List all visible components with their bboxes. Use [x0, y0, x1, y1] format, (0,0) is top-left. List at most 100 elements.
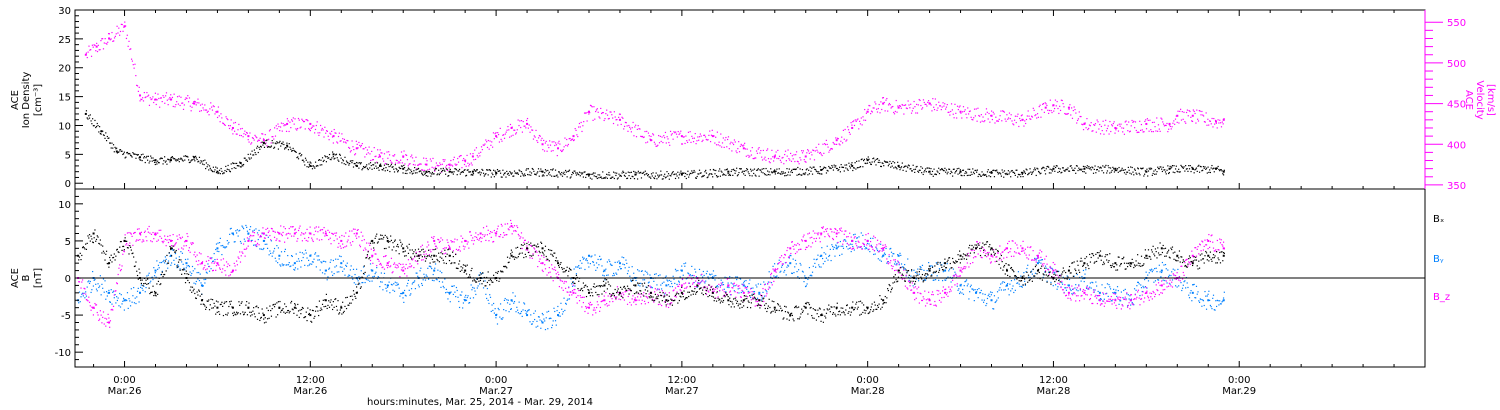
velocity-series-sample: [625, 122, 627, 124]
density-series-point: [239, 162, 242, 165]
density-series-sample: [1186, 168, 1188, 170]
velocity-series-sample: [657, 144, 659, 146]
velocity-series-sample: [561, 150, 564, 152]
by-series-sample: [87, 281, 89, 283]
density-series-sample: [902, 169, 904, 171]
by-series-sample: [1214, 309, 1216, 311]
velocity-series-sample: [826, 143, 828, 146]
bz-series-sample: [227, 263, 229, 265]
by-series-sample: [186, 265, 188, 267]
by-series-sample: [189, 271, 191, 273]
bz-series-sample: [264, 237, 266, 239]
density-series-sample: [312, 165, 314, 167]
velocity-series-sample: [873, 107, 875, 109]
velocity-series-point: [193, 102, 196, 105]
density-series-sample: [830, 167, 832, 170]
by-series-sample: [464, 296, 466, 298]
by-series-point: [495, 314, 498, 317]
by-series-sample: [643, 274, 645, 276]
velocity-series-sample: [444, 159, 446, 161]
velocity-series-sample: [190, 110, 192, 112]
velocity-series-sample: [463, 163, 466, 166]
by-series-sample: [534, 310, 537, 312]
by-series-sample: [543, 318, 545, 320]
velocity-series-sample: [952, 113, 954, 115]
density-series-sample: [338, 153, 341, 155]
density-series-sample: [400, 167, 402, 170]
velocity-series-sample: [933, 108, 936, 111]
density-series-sample: [1114, 169, 1116, 171]
by-series-sample: [701, 280, 703, 282]
by-series-sample: [807, 278, 809, 281]
velocity-series-sample: [1151, 130, 1153, 133]
density-series-sample: [119, 149, 121, 151]
density-series-sample: [789, 174, 791, 176]
bz-series-sample: [385, 254, 387, 257]
bz-series-sample: [194, 251, 196, 253]
density-series-sample: [900, 166, 903, 168]
density-series-sample: [240, 166, 242, 168]
velocity-series-sample: [430, 160, 432, 162]
by-series-sample: [884, 253, 886, 256]
by-series-sample: [414, 288, 417, 290]
density-series-sample: [771, 172, 773, 174]
by-series-sample: [139, 291, 141, 293]
velocity-series-sample: [655, 145, 657, 147]
velocity-series-sample: [197, 98, 199, 100]
density-series-sample: [1222, 174, 1225, 176]
density-series-sample: [566, 176, 568, 178]
density-series-sample: [776, 168, 778, 170]
by-series-sample: [804, 275, 806, 277]
by-series-sample: [501, 318, 503, 320]
velocity-series-sample: [623, 125, 626, 128]
density-series-sample: [396, 169, 398, 171]
velocity-series-sample: [631, 127, 633, 129]
velocity-series-sample: [786, 155, 788, 157]
by-series-sample: [1223, 291, 1225, 293]
by-series-sample: [835, 245, 838, 247]
bz-series-sample: [266, 234, 268, 237]
velocity-series-sample: [455, 164, 457, 166]
density-series-sample: [909, 168, 911, 170]
velocity-series-sample: [626, 125, 628, 127]
by-series-sample: [1090, 287, 1092, 289]
density-series-sample: [643, 174, 646, 176]
velocity-series-sample: [361, 142, 363, 145]
velocity-series-sample: [151, 98, 153, 100]
bz-series-sample: [109, 320, 112, 322]
density-series-sample: [123, 151, 125, 153]
by-series-sample: [854, 233, 856, 235]
by-series-sample: [203, 278, 205, 281]
velocity-series-sample: [424, 163, 426, 165]
by-series-sample: [347, 275, 349, 278]
density-series-sample: [834, 166, 836, 168]
density-series-sample: [714, 173, 716, 175]
bz-series-sample: [406, 275, 408, 277]
density-series-sample: [1126, 171, 1128, 173]
velocity-series-sample: [916, 112, 919, 114]
density-series-sample: [153, 159, 155, 162]
velocity-series-sample: [696, 140, 698, 142]
density-series-sample: [768, 171, 770, 173]
by-series-sample: [404, 294, 406, 296]
velocity-series-sample: [1081, 123, 1083, 125]
bz-series-sample: [169, 234, 171, 237]
velocity-series-sample: [736, 151, 738, 154]
velocity-series-sample: [880, 101, 882, 103]
velocity-series-sample: [133, 67, 135, 69]
velocity-series-sample: [629, 126, 631, 128]
velocity-series-sample: [598, 116, 600, 118]
density-series-point: [680, 173, 683, 176]
velocity-series-sample: [130, 48, 132, 50]
density-series-sample: [251, 150, 253, 152]
density-series-sample: [417, 168, 419, 170]
velocity-series-sample: [727, 136, 730, 138]
by-series-sample: [523, 303, 526, 305]
density-series-sample: [412, 172, 414, 174]
by-series-sample: [584, 268, 586, 271]
density-series-sample: [508, 174, 510, 176]
velocity-series-sample: [1071, 117, 1074, 119]
density-series-sample: [434, 168, 437, 170]
by-series-sample: [1091, 281, 1093, 283]
by-series-sample: [467, 295, 469, 297]
